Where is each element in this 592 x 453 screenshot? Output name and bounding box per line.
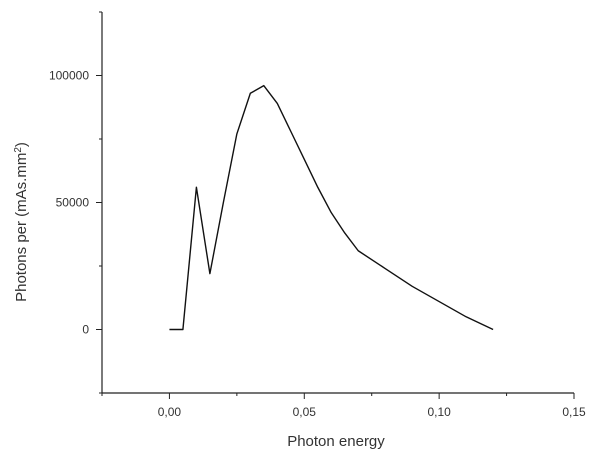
y-axis-title-prefix: Photons per (mAs.mm — [13, 153, 30, 302]
y-tick-label: 100000 — [49, 69, 89, 83]
y-tick-label: 0 — [82, 323, 89, 337]
x-axis-title: Photon energy — [287, 433, 385, 450]
x-tick-label: 0,00 — [158, 405, 182, 419]
y-axis-title: Photons per (mAs.mm2) — [13, 142, 31, 302]
x-tick-label: 0,10 — [427, 405, 451, 419]
y-axis-title-superscript: 2 — [13, 147, 24, 153]
y-axis-title-suffix: ) — [13, 142, 30, 147]
x-tick-label: 0,15 — [562, 405, 586, 419]
series-line — [169, 84, 494, 331]
x-tick-label: 0,05 — [293, 405, 317, 419]
series-layer — [169, 84, 494, 331]
y-tick-label: 50000 — [56, 196, 90, 210]
axes-layer — [101, 12, 574, 394]
ticks-layer: 0,00 0,05 0,10 0,15 0 50000 100000 — [49, 11, 586, 419]
